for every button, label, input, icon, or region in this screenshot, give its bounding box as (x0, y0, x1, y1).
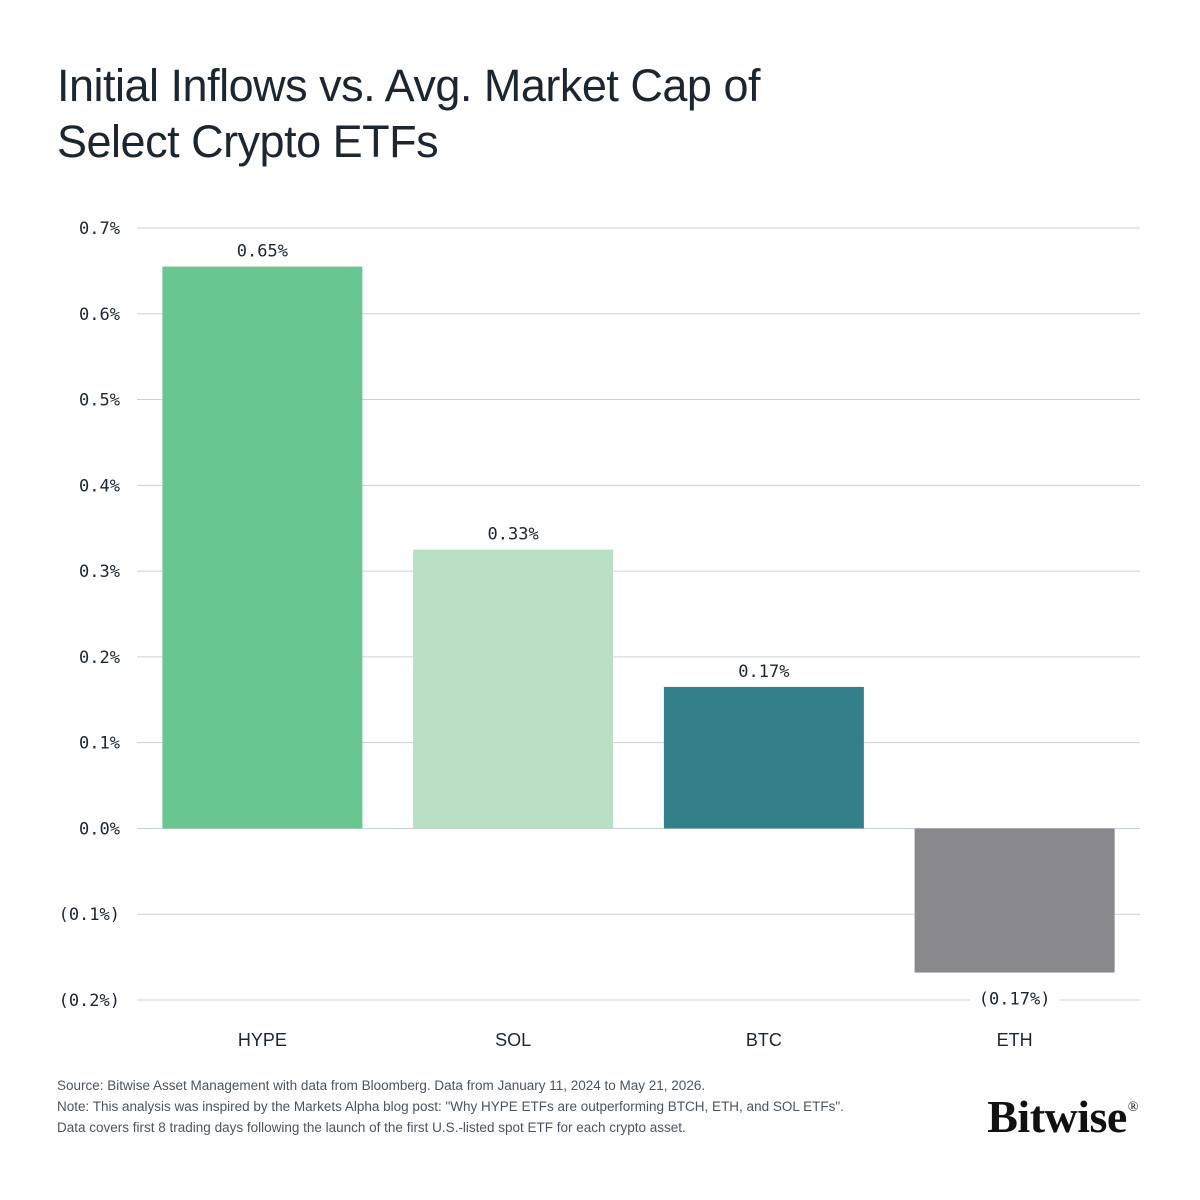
data-label-eth: (0.17%) (979, 990, 1051, 1010)
bitwise-logo: Bitwise® (987, 1090, 1138, 1143)
data-label-hype: 0.65% (237, 242, 288, 262)
footnotes: Source: Bitwise Asset Management with da… (57, 1075, 917, 1138)
chart-title-line-2: Select Crypto ETFs (57, 116, 439, 167)
coverage-note: Data covers first 8 trading days followi… (57, 1120, 686, 1135)
data-label-sol: 0.33% (488, 525, 539, 545)
logo-wordmark: Bitwise (987, 1091, 1127, 1142)
y-tick-label: 0.5% (79, 391, 120, 411)
bar-btc (663, 686, 864, 829)
category-label-hype: HYPE (238, 1030, 287, 1050)
x-axis-category-labels: HYPE SOL BTC ETH (238, 1030, 1033, 1050)
inspiration-note: Note: This analysis was inspired by the … (57, 1099, 844, 1114)
y-tick-label: 0.7% (79, 219, 120, 239)
bar-hype (162, 266, 363, 829)
bar-chart: 0.7% 0.6% 0.5% 0.4% 0.3% 0.2% 0.1% 0.0% (0.1%) (0… (59, 219, 1140, 1050)
bar-sol (413, 549, 614, 829)
data-label-btc: 0.17% (738, 662, 789, 682)
category-label-eth: ETH (997, 1030, 1033, 1050)
bar-eth (914, 828, 1115, 973)
y-tick-label: 0.2% (79, 648, 120, 668)
category-label-btc: BTC (746, 1030, 782, 1050)
category-label-sol: SOL (495, 1030, 531, 1050)
source-note: Source: Bitwise Asset Management with da… (57, 1078, 706, 1093)
y-tick-label: 0.4% (79, 476, 120, 496)
data-labels: 0.65% 0.33% 0.17% (0.17%) (237, 242, 1060, 1011)
y-tick-label: 0.6% (79, 305, 120, 325)
y-tick-label: (0.2%) (59, 991, 120, 1011)
chart-title-line-1: Initial Inflows vs. Avg. Market Cap of (57, 60, 760, 111)
data-label-backing (969, 986, 1060, 1011)
registered-mark: ® (1127, 1100, 1139, 1115)
y-tick-label: 0.0% (79, 819, 120, 839)
chart-title: Initial Inflows vs. Avg. Market Cap of S… (57, 58, 957, 170)
y-tick-label: 0.1% (79, 734, 120, 754)
y-tick-label: (0.1%) (59, 905, 120, 925)
bars (162, 266, 1115, 973)
y-tick-label: 0.3% (79, 562, 120, 582)
y-axis-tick-labels: 0.7% 0.6% 0.5% 0.4% 0.3% 0.2% 0.1% 0.0% (0.1%) (0… (59, 219, 120, 1011)
